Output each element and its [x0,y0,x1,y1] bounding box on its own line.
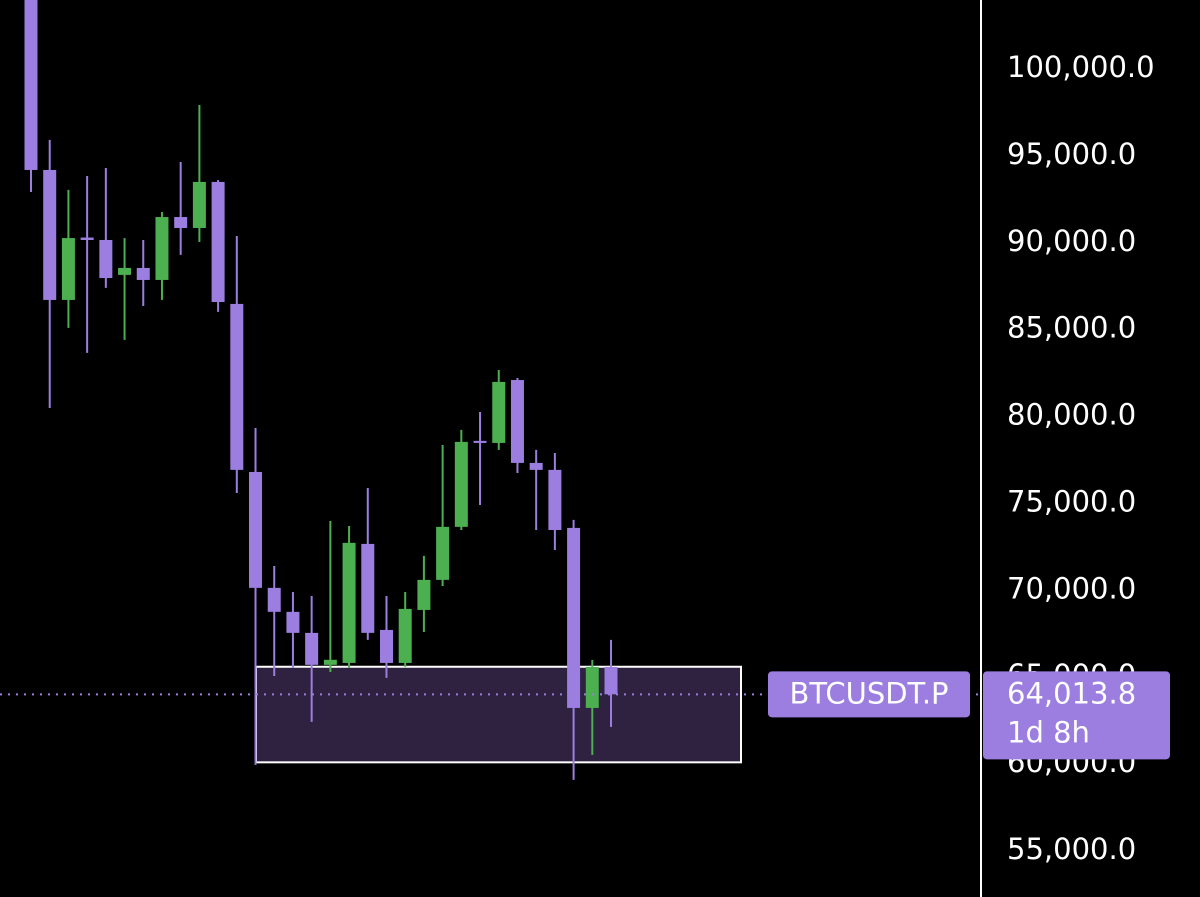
symbol-label: BTCUSDT.P [789,676,948,710]
y-tick-label: 70,000.0 [1007,571,1136,605]
candle-body [379,629,393,663]
candle-body [361,543,375,633]
candle-body [136,267,150,280]
candle-body [567,527,581,708]
y-tick-label: 55,000.0 [1007,832,1136,866]
candle-body [174,217,188,228]
candle-body [473,440,487,443]
candle-body [323,659,337,665]
candle-body [398,608,412,663]
candle-body [43,169,57,300]
candle-body [192,181,206,228]
candle-body [305,632,319,665]
candle-body [118,267,132,275]
price-label-bg [983,671,1170,760]
candle-body [211,181,225,303]
candle-body [492,381,506,443]
y-tick-label: 75,000.0 [1007,484,1136,518]
candle-body [417,579,431,610]
candle-body [61,238,75,300]
countdown-label: 1d 8h [1007,715,1090,749]
candle-body [80,237,94,240]
candle-body [436,526,450,580]
candle-body [529,462,543,470]
candle-body [99,239,113,279]
y-tick-label: 100,000.0 [1007,50,1155,84]
last-price-label: 64,013.8 [1007,676,1136,710]
candle-body [342,542,356,663]
plot-area [0,0,980,780]
zone [255,665,742,764]
y-tick-label: 90,000.0 [1007,224,1136,258]
candle-body [267,587,281,612]
candle-body [585,666,599,708]
candle-body [454,441,468,527]
candle-body [230,303,244,470]
price-labels: BTCUSDT.P 64,013.8 1d 8h [768,671,1170,760]
candle-body [548,469,562,530]
y-tick-label: 85,000.0 [1007,311,1136,345]
candle-body [249,471,263,588]
candle-body [155,217,169,280]
y-tick-label: 95,000.0 [1007,137,1136,171]
candle-body [24,0,38,170]
y-tick-label: 80,000.0 [1007,398,1136,432]
candle-body [510,380,524,463]
price-axis: 55,000.060,000.065,000.070,000.075,000.0… [1007,50,1155,866]
symbol-label-bg [768,671,970,718]
candle-body [604,666,618,695]
candle-body [286,611,300,633]
